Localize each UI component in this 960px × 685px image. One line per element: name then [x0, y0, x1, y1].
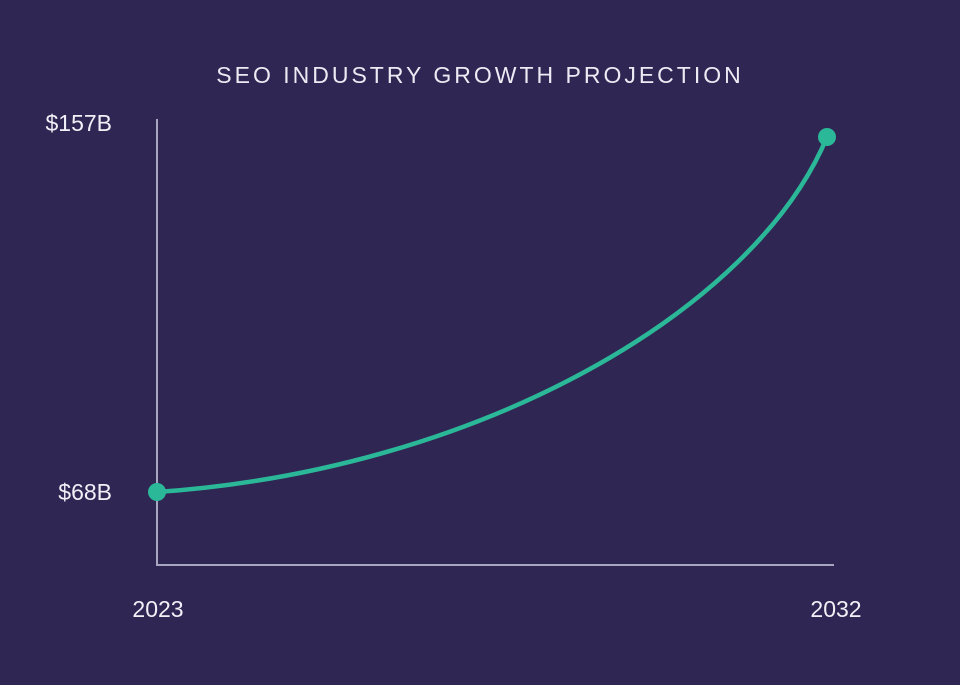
- x-axis-label-end: 2032: [810, 596, 862, 622]
- growth-curve-line: [154, 134, 830, 495]
- y-axis-label-bottom: $68B: [58, 479, 112, 505]
- x-axis-label-start: 2023: [132, 596, 184, 622]
- chart-title: SEO INDUSTRY GROWTH PROJECTION: [216, 62, 744, 89]
- data-point-start: [148, 483, 166, 501]
- y-axis-label-top: $157B: [45, 110, 112, 136]
- data-point-end: [818, 128, 836, 146]
